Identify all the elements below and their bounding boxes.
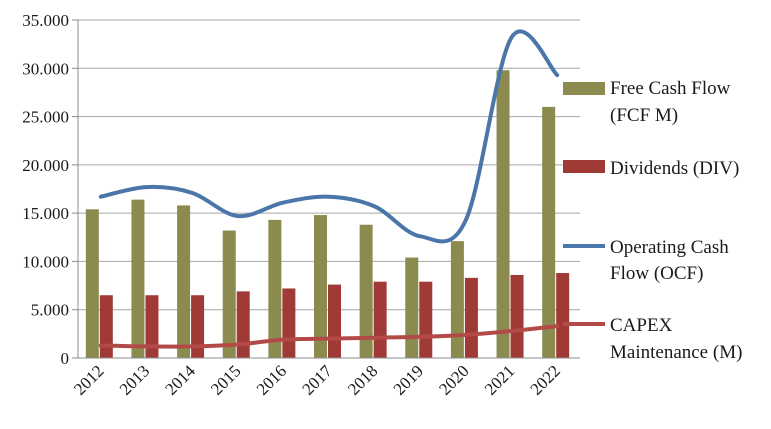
legend: Free Cash Flow (FCF M) Dividends (DIV) Oper… [563,78,742,363]
bar-fcf-2016 [268,219,282,358]
y-tick-label: 30.000 [22,59,69,78]
bar-fcf-2019 [405,257,419,358]
legend-swatch-fcf [563,82,605,95]
x-tick-label: 2012 [70,361,107,398]
line-series-group [98,29,560,349]
bar-fcf-2018 [359,224,373,358]
legend-label-capex-maintenance: CAPEX [610,315,673,336]
y-tick-label: 35.000 [22,11,69,30]
gridlines [72,19,580,359]
bar-fcf-2014 [177,205,191,358]
bar-fcf-2020 [450,241,464,358]
legend-label-operating-cash-flow: Flow (OCF) [610,263,703,284]
line-operating-cash-flow [98,29,560,244]
legend-label-fcf: (FCF M) [610,105,678,126]
bar-dividends-2015 [236,291,250,358]
x-tick-label: 2017 [298,361,336,399]
x-tick-label: 2014 [161,361,199,399]
y-tick-label: 10.000 [22,252,69,271]
x-tick-label: 2020 [435,361,472,398]
bar-fcf-2012 [85,209,99,358]
bar-fcf-2015 [222,230,236,358]
x-tick-label: 2013 [116,361,153,398]
legend-label-capex-maintenance: Maintenance (M) [610,342,742,363]
bar-dividends-2017 [328,284,341,358]
legend-label-fcf: Free Cash Flow [610,78,731,99]
y-tick-label: 5.000 [31,301,69,320]
bar-fcf-2022 [542,106,556,359]
x-tick-label: 2021 [481,361,518,398]
bar-dividends-2016 [282,288,296,358]
x-tick-label: 2018 [344,361,381,398]
y-tick-label: 25.000 [22,108,69,127]
y-tick-label: 15.000 [22,204,69,223]
line-capex-maintenance [98,324,560,349]
y-tick-label: 20.000 [22,156,69,175]
bar-dividends-2022 [556,273,570,358]
y-tick-labels: 0 5.000 10.000 15.000 20.000 25.000 30.000 35.0… [22,11,69,368]
x-tick-label: 2016 [253,361,290,398]
bar-dividends-2019 [419,281,433,358]
legend-swatch-dividends [563,160,605,173]
bar-dividends-2018 [373,281,387,358]
x-tick-label: 2015 [207,361,244,398]
bar-fcf-2017 [314,215,327,358]
axes [77,20,580,359]
x-tick-label: 2022 [527,361,564,398]
legend-label-dividends: Dividends (DIV) [610,158,739,179]
bar-series-group [85,70,570,359]
bar-dividends-2020 [464,277,478,358]
bar-dividends-2021 [510,274,524,358]
legend-label-operating-cash-flow: Operating Cash [610,237,729,258]
x-tick-label: 2019 [390,361,427,398]
bar-dividends-2012 [99,295,113,358]
x-tick-labels: 2012 2013 2014 2015 2016 2017 2018 2019 2020 2021… [70,361,564,399]
bar-fcf-2021 [496,70,510,359]
bar-dividends-2013 [145,295,159,358]
bar-dividends-2014 [191,295,205,358]
bar-fcf-2013 [131,199,145,358]
y-tick-label: 0 [61,349,70,368]
